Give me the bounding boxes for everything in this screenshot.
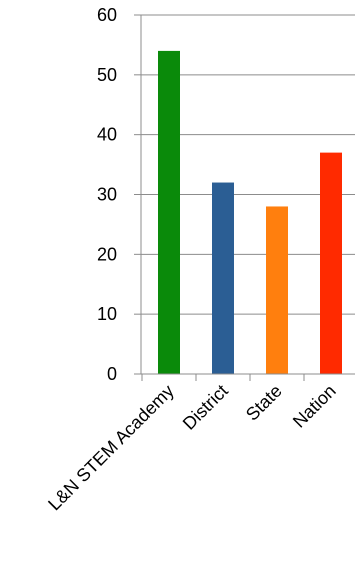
y-tick-label: 20 [97, 244, 117, 264]
x-tick-label: State [242, 381, 286, 425]
y-tick-label: 60 [97, 5, 117, 25]
bar-1 [212, 182, 234, 374]
axes [134, 14, 355, 381]
y-tick-labels: 0 10 20 30 40 50 60 [97, 5, 117, 384]
y-tick-label: 0 [107, 364, 117, 384]
x-tick-labels: L&N STEM Academy District State Nation [44, 381, 340, 515]
bar-2 [266, 206, 288, 374]
y-tick-label: 10 [97, 304, 117, 324]
x-tick-label: L&N STEM Academy [44, 381, 178, 515]
bar-0 [158, 50, 180, 375]
y-tick-label: 40 [97, 125, 117, 145]
bar-3 [320, 152, 342, 374]
x-tick-label: Nation [289, 381, 340, 432]
y-tick-label: 30 [97, 185, 117, 205]
bars [158, 50, 342, 375]
x-tick-label: District [179, 381, 232, 434]
y-tick-label: 50 [97, 65, 117, 85]
